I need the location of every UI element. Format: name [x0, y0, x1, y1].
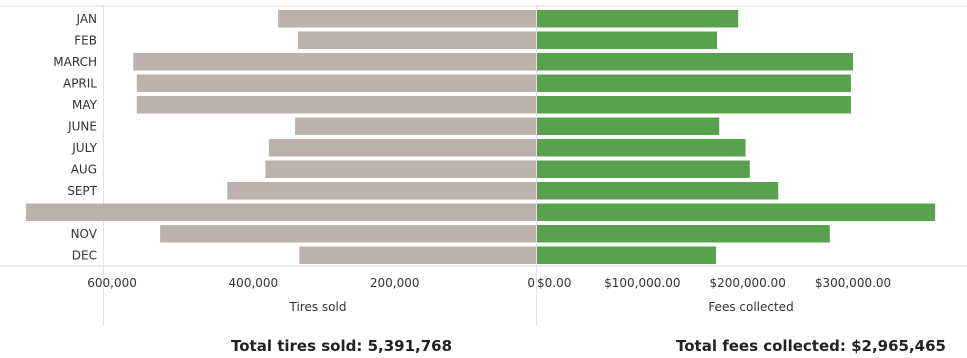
fees-collected-bar [537, 225, 830, 243]
axes-lines [0, 5, 967, 326]
month-label: MAY [72, 98, 98, 112]
fees-collected-bar [537, 117, 720, 135]
axis-title-fees-collected: Fees collected [708, 300, 793, 314]
tires-sold-bar [299, 246, 536, 264]
tires-sold-bar [160, 225, 536, 243]
axis-title-tires-sold: Tires sold [289, 300, 347, 314]
fees-collected-bar [537, 96, 851, 114]
tires-sold-bar [25, 203, 536, 221]
fees-collected-bar [537, 74, 851, 92]
tires-sold-bars [25, 10, 536, 264]
month-label: NOV [71, 227, 98, 241]
total-fees-collected: Total fees collected: $2,965,465 [676, 337, 946, 355]
month-label: SEPT [67, 184, 97, 198]
month-label: JULY [71, 141, 97, 155]
fees-collected-bar [537, 246, 717, 264]
tires-sold-bar [227, 182, 536, 200]
tires-sold-tick-label: 200,000 [370, 276, 420, 290]
fees-collected-bar [537, 203, 936, 221]
month-label: AUG [71, 162, 97, 176]
fees-collected-bar [537, 139, 746, 157]
fees-collected-bar [537, 31, 718, 49]
month-label: APRIL [63, 76, 97, 90]
fees-collected-tick-labels: $0.00 $100,000.00 $200,000.00 $300,000.00 [537, 276, 891, 290]
tires-sold-bar [136, 96, 536, 114]
fees-collected-tick-label: $0.00 [537, 276, 571, 290]
tires-sold-tick-label: 600,000 [87, 276, 137, 290]
fees-collected-bar [537, 182, 779, 200]
month-label: JUNE [67, 119, 97, 133]
month-label: JAN [75, 12, 97, 26]
tires-sold-bar [133, 53, 536, 71]
fees-collected-tick-label: $200,000.00 [709, 276, 785, 290]
fees-collected-bar [537, 160, 750, 178]
tires-sold-bar [297, 31, 536, 49]
total-tires-sold: Total tires sold: 5,391,768 [231, 337, 453, 355]
tires-sold-bar [278, 10, 536, 28]
month-label: MARCH [53, 55, 97, 69]
tires-sold-bar [136, 74, 536, 92]
tires-sold-tick-label: 0 [527, 276, 535, 290]
fees-collected-bar [537, 53, 853, 71]
month-labels: JANFEBMARCHAPRILMAYJUNEJULYAUGSEPTOCTNOV… [53, 12, 98, 263]
tires-sold-bar [265, 160, 536, 178]
fees-collected-tick-label: $300,000.00 [815, 276, 891, 290]
month-label: DEC [72, 248, 97, 262]
tires-sold-tick-label: 400,000 [229, 276, 279, 290]
fees-collected-bars [537, 10, 936, 264]
fees-collected-tick-label: $100,000.00 [604, 276, 680, 290]
month-label: FEB [74, 33, 97, 47]
tires-sold-bar [268, 139, 536, 157]
tires-sold-bar [295, 117, 536, 135]
tires-sold-tick-labels: 600,000 400,000 200,000 0 [87, 276, 535, 290]
fees-collected-bar [537, 10, 739, 28]
